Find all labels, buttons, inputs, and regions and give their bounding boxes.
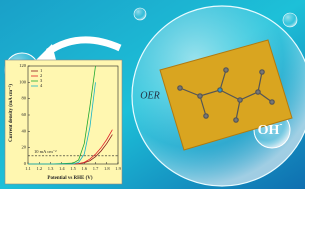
oer-label: OER [140,90,159,101]
y-axis-label: Current density (mA cm⁻²) [8,84,14,142]
x-tick-label: 1.1 [25,166,31,171]
legend-label: 3 [40,78,43,83]
x-tick-label: 1.6 [81,166,87,171]
molecule [177,67,275,123]
small-bubble [133,7,147,21]
x-tick-label: 1.9 [115,166,121,171]
electrode-slab [159,39,293,151]
legend-label: 1 [40,68,42,73]
annotation: 10 mA cm⁻² [34,149,57,154]
y-tick-label: 60 [22,112,27,117]
series-line [28,82,96,165]
y-tick-label: 120 [19,63,27,68]
x-tick-label: 1.3 [48,166,54,171]
legend-label: 4 [40,83,43,88]
y-tick-label: 80 [22,96,27,101]
x-axis-label: Potential vs RHE (V) [47,176,92,181]
graphic: O2 OH- OER Potential vs RHE (V) Current … [0,0,305,189]
oh-text: OH [258,123,280,138]
small-bubble [282,12,298,28]
oh-sup: - [279,119,282,129]
oh-label: OH- [258,119,283,138]
y-tick-label: 20 [22,145,27,150]
arrow [46,36,122,55]
y-tick-label: 40 [22,128,27,133]
y-tick-label: 0 [24,161,27,166]
y-tick-label: 100 [19,79,27,84]
x-tick-label: 1.7 [93,166,99,171]
legend-label: 2 [40,73,42,78]
x-tick-label: 1.5 [70,166,76,171]
x-tick-label: 1.4 [59,166,65,171]
x-tick-label: 1.8 [104,166,110,171]
arrow-head [36,44,56,60]
plot: Potential vs RHE (V) Current density (mA… [8,63,121,181]
x-tick-label: 1.2 [36,166,42,171]
